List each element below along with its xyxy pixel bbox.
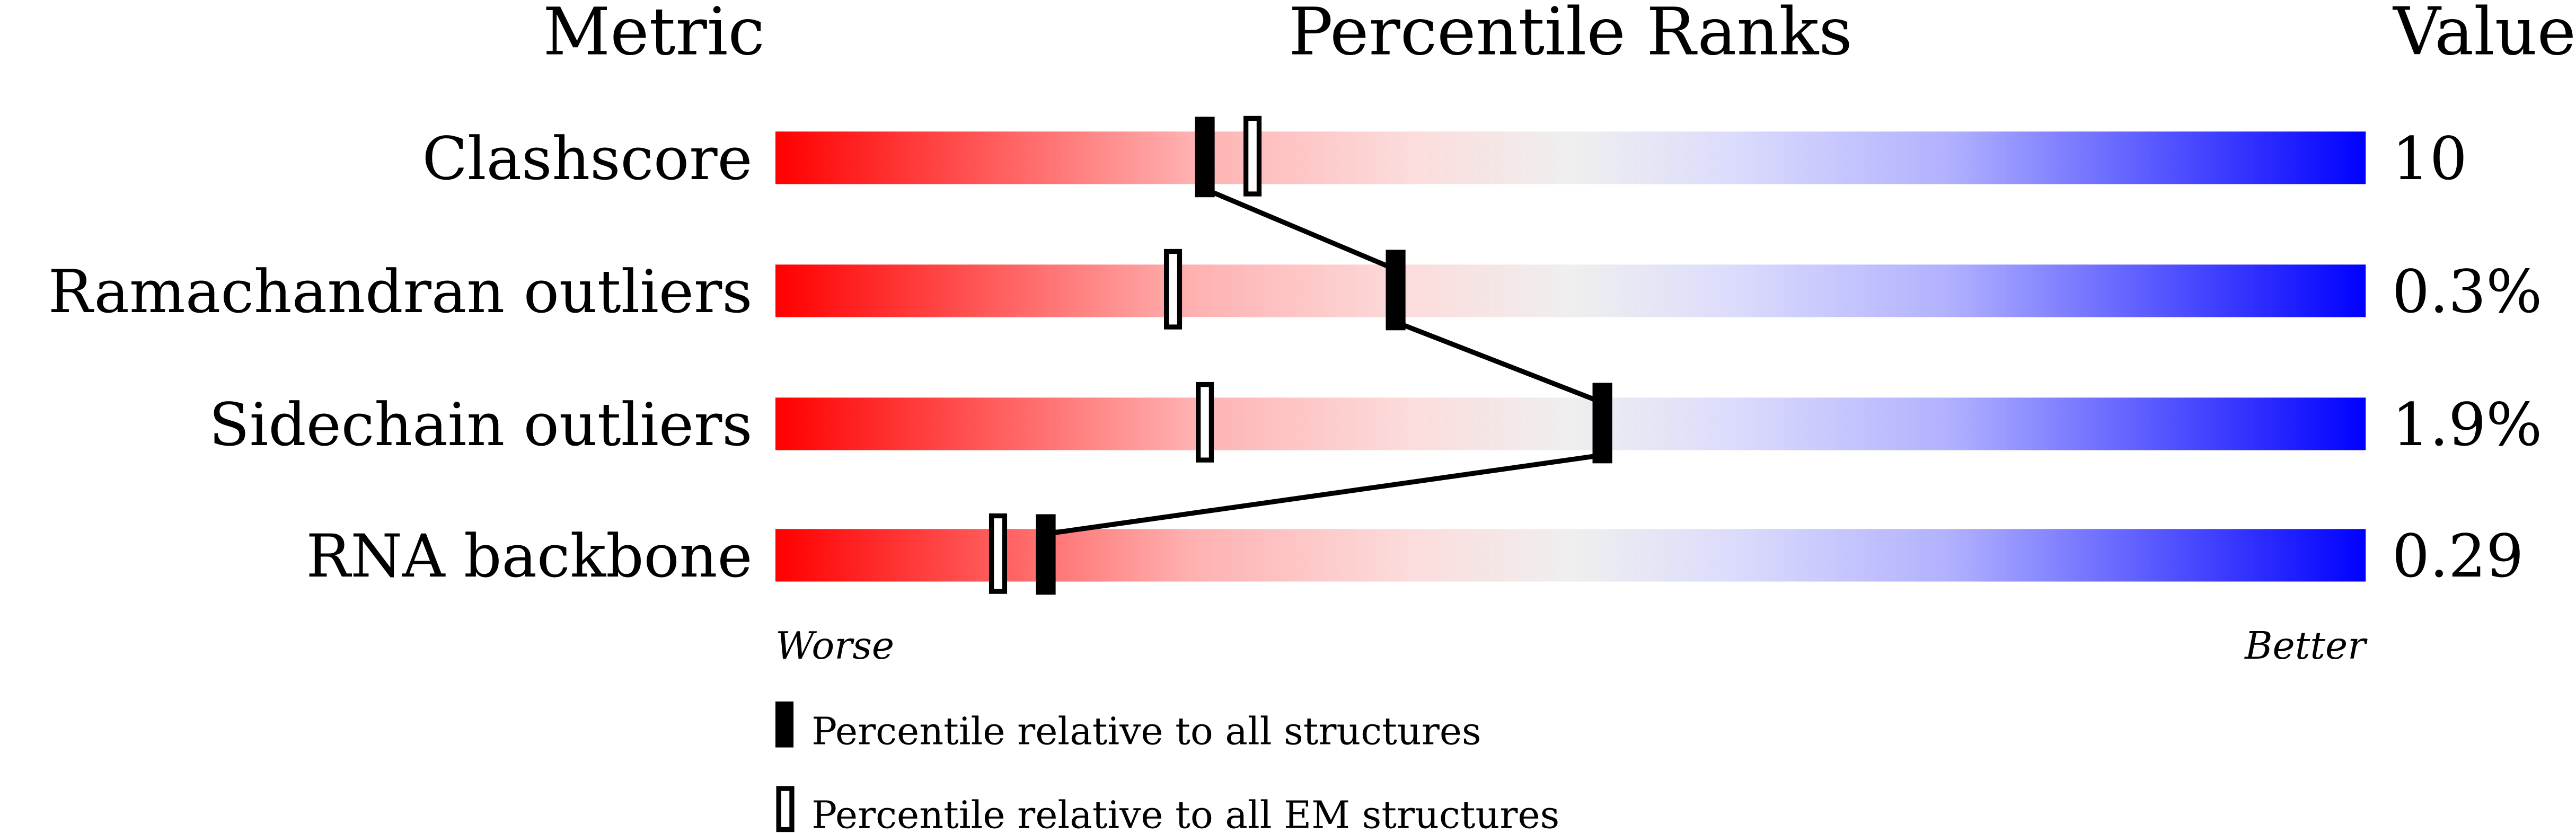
connector-line xyxy=(1395,320,1603,405)
metric-label: RNA backbone xyxy=(306,522,752,591)
em-percentile-marker xyxy=(989,513,1008,594)
metric-header: Metric xyxy=(543,0,764,70)
legend-em-label: Percentile relative to all EM structures xyxy=(811,793,1559,833)
percentile-header: Percentile Ranks xyxy=(1289,0,1852,70)
legend-em-swatch xyxy=(776,786,795,832)
metric-value: 0.29 xyxy=(2392,522,2524,591)
percentile-bar xyxy=(775,264,2366,317)
percentile-bar xyxy=(775,131,2366,184)
all-percentile-marker xyxy=(1386,250,1406,331)
all-percentile-marker xyxy=(1195,117,1215,198)
em-percentile-marker xyxy=(1195,382,1214,463)
better-label: Better xyxy=(2244,624,2368,668)
connector-line xyxy=(1204,187,1397,272)
metric-label: Clashscore xyxy=(422,125,753,193)
connector-line xyxy=(1045,453,1603,537)
metric-value: 10 xyxy=(2392,125,2467,193)
all-percentile-marker xyxy=(1036,514,1056,595)
metric-value: 0.3% xyxy=(2392,258,2542,326)
percentile-bar xyxy=(775,397,2366,450)
metric-value: 1.9% xyxy=(2392,391,2542,459)
legend-all-swatch xyxy=(775,701,794,748)
worse-label: Worse xyxy=(775,624,894,668)
value-header: Value xyxy=(2392,0,2576,70)
legend-all-label: Percentile relative to all structures xyxy=(811,709,1481,753)
em-percentile-marker xyxy=(1163,249,1183,330)
metric-label: Ramachandran outliers xyxy=(48,258,753,326)
metric-label: Sidechain outliers xyxy=(209,391,752,459)
percentile-bar xyxy=(775,529,2366,582)
em-percentile-marker xyxy=(1243,116,1262,197)
all-percentile-marker xyxy=(1592,383,1612,464)
